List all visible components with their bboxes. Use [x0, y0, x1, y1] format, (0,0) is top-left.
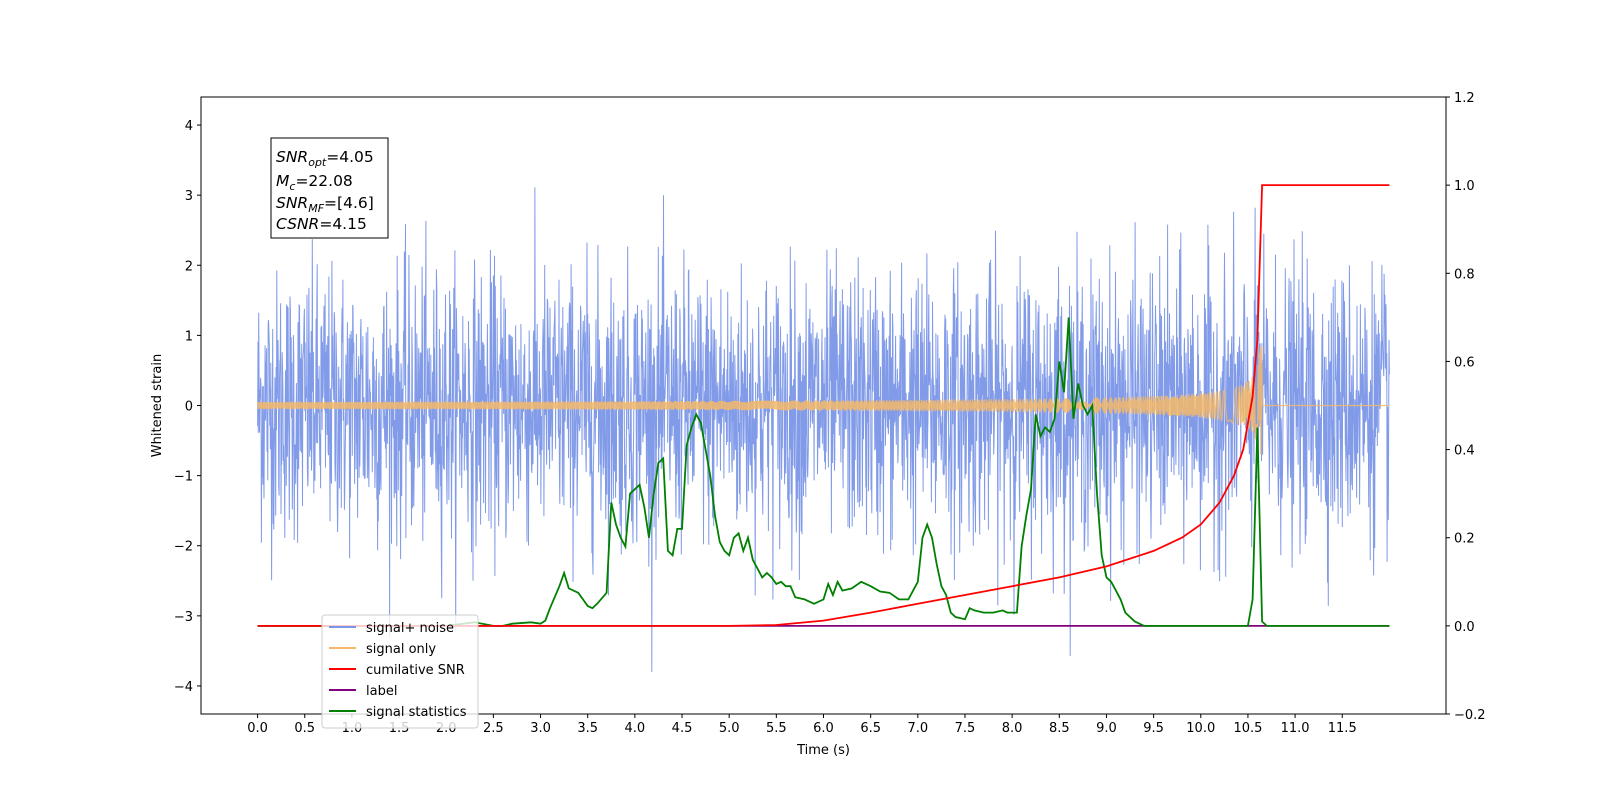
y2-tick-label: 0.0 — [1454, 620, 1475, 635]
y-tick-label: 4 — [185, 119, 193, 134]
x-tick-label: 9.0 — [1096, 721, 1117, 736]
y2-tick-label: 0.6 — [1454, 355, 1475, 370]
y2-tick-label: 1.2 — [1454, 91, 1475, 106]
x-axis: 0.00.51.01.52.02.53.03.54.04.55.05.56.06… — [247, 714, 1357, 736]
y-tick-label: 1 — [185, 329, 193, 344]
legend: signal+ noise signal only cumilative SNR la… — [321, 614, 479, 729]
x-tick-label: 7.5 — [955, 721, 976, 736]
x-tick-label: 3.0 — [530, 721, 551, 736]
x-tick-label: 11.5 — [1328, 721, 1357, 736]
x-tick-label: 4.0 — [625, 721, 646, 736]
legend-frame — [321, 614, 479, 729]
x-tick-label: 0.0 — [247, 721, 268, 736]
x-tick-label: 11.0 — [1281, 721, 1310, 736]
x-tick-label: 10.5 — [1233, 721, 1262, 736]
x-tick-label: 0.5 — [294, 721, 315, 736]
x-tick-label: 10.0 — [1186, 721, 1215, 736]
x-tick-label: 2.5 — [483, 721, 504, 736]
annotation-snr-opt: SNRopt=4.05 — [276, 148, 374, 169]
signal-series — [257, 346, 1390, 455]
y2-tick-label: −0.2 — [1454, 708, 1486, 723]
annotation-frame — [270, 137, 389, 239]
y-tick-label: −4 — [174, 680, 193, 695]
signal-statistics-line — [257, 317, 1390, 627]
legend-label: cumilative SNR — [366, 663, 465, 678]
y2-tick-label: 0.8 — [1454, 267, 1475, 282]
x-tick-label: 7.0 — [907, 721, 928, 736]
signal-only-line — [257, 346, 1390, 455]
annotation-box: SNRopt=4.05 Mc=22.08 SNRMF=[4.6] CSNR=4.… — [270, 137, 389, 239]
x-tick-label: 9.5 — [1143, 721, 1164, 736]
x-tick-label: 8.5 — [1049, 721, 1070, 736]
y-tick-label: 2 — [185, 259, 193, 274]
annotation-mc: Mc=22.08 — [276, 172, 353, 193]
legend-label: label — [366, 684, 397, 699]
y-tick-label: −1 — [174, 470, 193, 485]
y2-tick-label: 0.4 — [1454, 444, 1475, 459]
x-tick-label: 6.0 — [813, 721, 834, 736]
cumulative-snr-line — [257, 184, 1390, 627]
legend-label: signal only — [366, 642, 436, 657]
y-tick-label: −2 — [174, 540, 193, 555]
annotation-snr-mf: SNRMF=[4.6] — [276, 194, 374, 215]
y2-tick-label: 0.2 — [1454, 532, 1475, 547]
x-tick-label: 5.0 — [719, 721, 740, 736]
y-axis-right: 1.2 1.0 0.8 0.6 0.4 0.2 0.0 −0.2 — [1446, 91, 1486, 723]
annotation-csnr: CSNR=4.15 — [276, 215, 367, 233]
y2-tick-label: 1.0 — [1454, 179, 1475, 194]
x-tick-label: 5.5 — [766, 721, 787, 736]
x-tick-label: 4.5 — [672, 721, 693, 736]
x-tick-label: 3.5 — [577, 721, 598, 736]
y-tick-label: 3 — [185, 189, 193, 204]
legend-label: signal statistics — [366, 705, 467, 720]
x-tick-label: 6.5 — [860, 721, 881, 736]
x-tick-label: 8.0 — [1002, 721, 1023, 736]
y-axis-label: Whitened strain — [150, 354, 165, 457]
y-tick-label: −3 — [174, 610, 193, 625]
y-axis-left: 4 3 2 1 0 −1 −2 −3 −4 — [174, 119, 201, 695]
x-axis-label: Time (s) — [796, 743, 850, 758]
y-tick-label: 0 — [185, 400, 193, 415]
legend-label: signal+ noise — [366, 621, 454, 636]
